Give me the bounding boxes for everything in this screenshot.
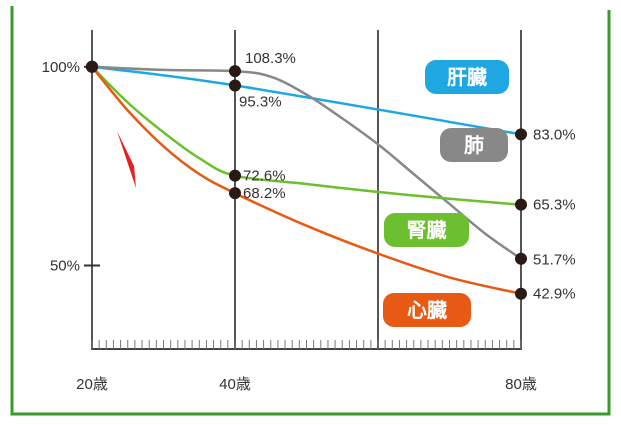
data-label: 65.3% — [533, 197, 576, 214]
series-line — [91, 65, 522, 206]
red-brush-decoration — [117, 131, 136, 188]
data-label: 68.2% — [243, 185, 286, 202]
data-point — [229, 79, 241, 92]
data-label: 51.7% — [533, 252, 576, 269]
data-point — [515, 287, 527, 300]
data-label: 83.0% — [533, 126, 576, 143]
data-point — [229, 169, 241, 182]
legend-badge-label: 心臓 — [407, 298, 447, 322]
data-point — [229, 187, 241, 200]
legend-badge: 心臓 — [383, 293, 471, 327]
data-point — [515, 198, 527, 211]
x-tick-label: 80歳 — [505, 376, 537, 393]
legend-badge-bg — [383, 293, 471, 327]
legend-badge-label: 肺 — [464, 133, 484, 157]
series-line — [91, 65, 522, 260]
legend-badge-bg — [440, 128, 508, 162]
data-label: 95.3% — [239, 93, 282, 110]
legend-badge-bg — [384, 213, 469, 247]
series-line — [91, 65, 522, 136]
y-tick-label: 100% — [42, 59, 80, 76]
y-tick-label: 50% — [50, 257, 80, 274]
data-point — [229, 65, 241, 78]
chart-border — [10, 6, 611, 416]
legend-badge: 肺 — [440, 128, 508, 162]
series-line — [91, 66, 522, 295]
data-label: 108.3% — [245, 50, 296, 67]
data-point — [515, 128, 527, 141]
legend-badge: 腎臓 — [384, 213, 469, 247]
data-point — [515, 252, 527, 265]
data-point — [86, 60, 98, 73]
x-tick-label: 40歳 — [219, 376, 251, 393]
legend-badge: 肝臓 — [425, 60, 509, 94]
legend-badge-label: 肝臓 — [447, 65, 487, 89]
legend-badge-bg — [425, 60, 509, 94]
x-tick-label: 20歳 — [76, 376, 108, 393]
data-label: 72.6% — [243, 168, 286, 185]
data-label: 42.9% — [533, 286, 576, 303]
legend-badge-label: 腎臓 — [407, 218, 447, 242]
